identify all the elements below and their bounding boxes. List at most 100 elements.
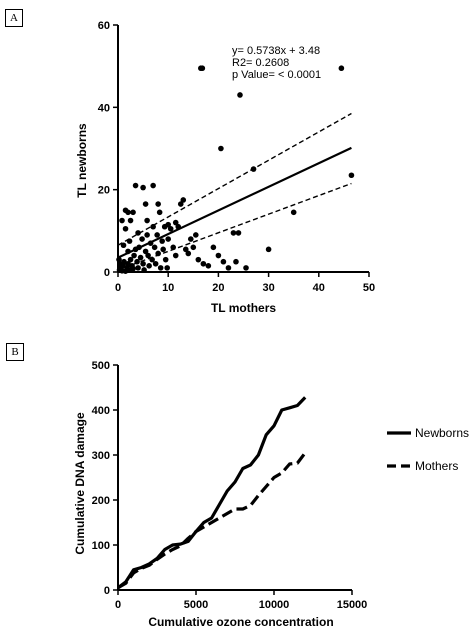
data-point [150, 182, 156, 189]
y-axis-title: TL newborns [75, 123, 89, 198]
x-tick-label: 20 [212, 282, 224, 294]
y-tick-label: 40 [98, 102, 110, 114]
data-point [235, 230, 242, 236]
ci-upper-line [117, 112, 352, 246]
data-point [193, 232, 199, 238]
series-line-mothers [117, 451, 307, 590]
data-point [127, 256, 134, 263]
data-point [130, 265, 136, 272]
data-point [164, 265, 170, 271]
y-tick-label: 500 [92, 360, 110, 372]
data-point [199, 65, 206, 72]
data-point [195, 256, 202, 263]
data-point [139, 236, 145, 242]
data-point [205, 263, 212, 269]
y-tick-label: 100 [92, 540, 110, 552]
series-line-newborns [117, 396, 307, 590]
data-point [140, 260, 146, 267]
y-tick-label: 200 [92, 495, 110, 507]
data-point [120, 242, 127, 249]
data-point [130, 209, 136, 216]
data-point [215, 252, 222, 259]
y-tick-label: 300 [92, 450, 110, 462]
data-point [152, 260, 159, 267]
data-point [180, 197, 187, 203]
data-point [122, 225, 129, 232]
data-point [243, 265, 249, 271]
data-point [290, 209, 297, 216]
data-point [155, 201, 161, 207]
x-tick-label: 10 [162, 282, 174, 294]
regression-annotation: p Value= < 0.0001 [232, 69, 321, 81]
data-point [172, 252, 179, 259]
x-tick-label: 50 [363, 282, 375, 294]
data-point [167, 225, 174, 232]
data-point [125, 209, 131, 216]
legend-label-mothers: Mothers [415, 459, 458, 473]
data-point [182, 246, 189, 253]
data-point [165, 236, 171, 242]
data-point [146, 263, 152, 269]
x-tick-label: 40 [313, 282, 325, 294]
data-point [218, 145, 224, 152]
data-point [135, 230, 141, 236]
panel-label-b: B [6, 343, 24, 361]
y-tick-label: 20 [98, 185, 110, 197]
data-point [131, 252, 137, 259]
scatter-chart-a: 0 20 40 60 0 10 20 30 40 50 TL mothers TL newborns y… [75, 20, 375, 315]
regression-annotation: y= 0.5738x + 3.48 [232, 45, 320, 57]
data-point [172, 219, 179, 226]
y-tick-label: 400 [92, 405, 110, 417]
data-point [177, 201, 184, 207]
x-tick-label: 30 [262, 282, 274, 294]
data-point [151, 244, 158, 251]
data-point [237, 92, 243, 98]
data-point [119, 217, 125, 224]
y-axis-title: Cumulative DNA damage [73, 412, 87, 555]
regression-line [117, 146, 352, 259]
data-point [144, 217, 150, 224]
data-point [233, 258, 239, 265]
data-point [135, 265, 141, 271]
x-tick-label: 15000 [337, 599, 368, 611]
data-point [142, 201, 149, 207]
data-point [157, 265, 164, 271]
data-point [265, 246, 272, 253]
panel-label-a: A [5, 9, 23, 27]
y-tick-label: 0 [104, 267, 110, 279]
data-point [141, 267, 147, 273]
data-point [142, 248, 149, 255]
data-point [348, 172, 355, 179]
y-tick-label: 60 [98, 20, 110, 32]
legend-label-newborns: Newborns [415, 426, 469, 440]
data-point [220, 258, 227, 265]
data-point [144, 232, 150, 238]
data-point [132, 182, 139, 189]
data-point [165, 221, 171, 228]
x-tick-label: 5000 [184, 599, 208, 611]
data-point [140, 184, 146, 191]
data-point [160, 246, 166, 253]
data-point [187, 236, 194, 242]
data-point [225, 265, 232, 271]
data-point [210, 244, 217, 251]
x-tick-label: 10000 [259, 599, 290, 611]
data-point [137, 254, 144, 261]
data-point [156, 209, 163, 216]
data-point [145, 252, 151, 259]
x-tick-label: 0 [115, 282, 121, 294]
y-tick-label: 0 [104, 585, 110, 597]
data-point [190, 244, 197, 251]
x-axis-title: Cumulative ozone concentration [148, 615, 333, 629]
regression-annotation: R2= 0.2608 [232, 57, 289, 69]
data-point [116, 256, 122, 263]
data-point [154, 232, 160, 238]
data-point [185, 250, 192, 257]
x-axis-title: TL mothers [211, 301, 276, 315]
data-point [338, 65, 345, 72]
ci-lower-line [117, 182, 352, 271]
data-point [230, 230, 237, 236]
data-point [162, 256, 169, 263]
x-tick-label: 0 [115, 599, 121, 611]
